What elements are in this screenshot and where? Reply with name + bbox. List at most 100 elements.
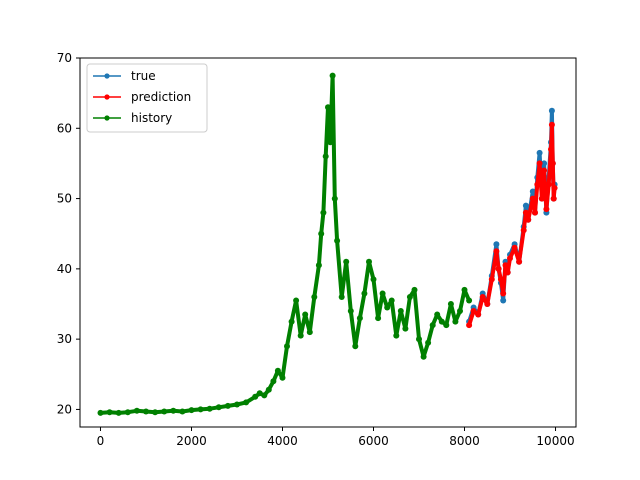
- data-point-prediction: [497, 276, 504, 283]
- legend: true prediction history: [86, 63, 208, 133]
- data-point-prediction: [520, 227, 527, 234]
- data-point-prediction: [475, 311, 482, 318]
- data-point-prediction: [488, 276, 495, 283]
- data-point-history: [356, 315, 363, 322]
- data-point-prediction: [548, 121, 555, 128]
- data-point-history: [425, 339, 432, 346]
- data-point-prediction: [551, 185, 558, 191]
- data-point-prediction: [504, 269, 511, 276]
- data-point-history: [352, 343, 359, 350]
- data-point-history: [366, 258, 372, 265]
- data-point-history: [252, 393, 259, 400]
- legend-label: prediction: [131, 90, 191, 104]
- legend-swatch-marker: [104, 73, 110, 79]
- x-tick-label: 8000: [449, 434, 480, 448]
- data-point-history: [406, 294, 413, 300]
- data-point-history: [224, 402, 231, 409]
- data-point-history: [447, 301, 454, 307]
- data-point-true: [529, 188, 536, 195]
- x-tick-label: 4000: [267, 434, 298, 448]
- data-point-history: [411, 286, 418, 293]
- data-point-true: [541, 160, 548, 167]
- data-point-history: [334, 237, 341, 244]
- data-point-prediction: [500, 290, 507, 297]
- data-point-history: [322, 153, 329, 160]
- series-history: [97, 72, 473, 416]
- data-point-history: [429, 322, 436, 329]
- data-point-history: [234, 401, 240, 408]
- x-tick-label: 10000: [536, 434, 574, 448]
- data-point-true: [522, 202, 529, 209]
- data-point-prediction: [495, 265, 502, 272]
- data-point-history: [215, 404, 222, 411]
- data-point-true: [493, 241, 500, 248]
- legend-swatch-marker: [104, 94, 110, 100]
- data-point-history: [343, 258, 350, 265]
- data-point-true: [536, 149, 543, 156]
- data-point-history: [327, 139, 334, 146]
- data-point-prediction: [522, 209, 529, 216]
- data-point-history: [361, 290, 368, 297]
- data-point-history: [302, 311, 309, 318]
- data-point-prediction: [484, 301, 491, 307]
- y-tick-label: 30: [57, 332, 72, 346]
- data-point-history: [243, 399, 250, 406]
- data-point-history: [388, 297, 395, 304]
- data-point-history: [384, 304, 391, 311]
- data-point-history: [461, 286, 468, 293]
- data-point-prediction: [493, 248, 500, 255]
- data-point-history: [329, 72, 336, 79]
- y-tick-label: 50: [57, 192, 72, 206]
- legend-label: true: [131, 69, 156, 83]
- data-point-true: [500, 297, 507, 304]
- y-tick-label: 40: [57, 262, 72, 276]
- data-point-prediction: [479, 294, 486, 300]
- legend-item-history: history: [93, 111, 172, 125]
- legend-item-prediction: prediction: [93, 90, 191, 104]
- data-point-history: [279, 374, 286, 381]
- data-point-prediction: [545, 181, 552, 188]
- legend-box: [86, 63, 208, 133]
- data-point-history: [297, 332, 304, 339]
- data-point-history: [133, 407, 140, 414]
- x-tick-label: 2000: [176, 434, 207, 448]
- axes-layer: 0 2000 4000 6000 8000 10000 20 30 40 50 60 70: [57, 51, 577, 448]
- data-point-history: [265, 386, 272, 393]
- data-point-history: [379, 290, 386, 297]
- data-point-prediction: [541, 167, 548, 174]
- data-point-history: [466, 297, 473, 304]
- data-point-history: [434, 311, 441, 318]
- data-point-prediction: [525, 216, 532, 223]
- data-point-prediction: [532, 209, 538, 216]
- data-point-history: [393, 332, 400, 339]
- data-point-prediction: [470, 308, 477, 314]
- data-point-prediction: [550, 195, 557, 202]
- data-point-history: [288, 318, 295, 325]
- data-point-history: [206, 405, 213, 412]
- data-point-history: [143, 408, 149, 415]
- data-point-history: [443, 322, 450, 329]
- series-layer: [97, 72, 558, 416]
- data-point-history: [274, 367, 281, 374]
- data-point-history: [270, 378, 277, 385]
- data-point-history: [325, 104, 331, 111]
- data-point-history: [161, 408, 168, 415]
- data-point-history: [315, 262, 322, 269]
- y-tick-label: 20: [57, 402, 72, 416]
- data-point-history: [320, 209, 327, 216]
- data-point-history: [457, 308, 463, 314]
- data-point-history: [402, 325, 409, 332]
- data-point-history: [124, 409, 131, 416]
- x-tick-label: 6000: [358, 434, 389, 448]
- data-point-prediction: [538, 195, 545, 202]
- data-point-history: [115, 409, 122, 416]
- data-point-history: [420, 353, 427, 360]
- data-point-history: [311, 294, 318, 300]
- data-point-history: [293, 297, 300, 304]
- data-point-prediction: [516, 258, 523, 265]
- axes-frame: [79, 57, 577, 428]
- data-point-prediction: [543, 206, 550, 213]
- data-point-prediction: [507, 255, 513, 262]
- data-point-history: [370, 276, 377, 283]
- data-point-prediction: [534, 181, 541, 188]
